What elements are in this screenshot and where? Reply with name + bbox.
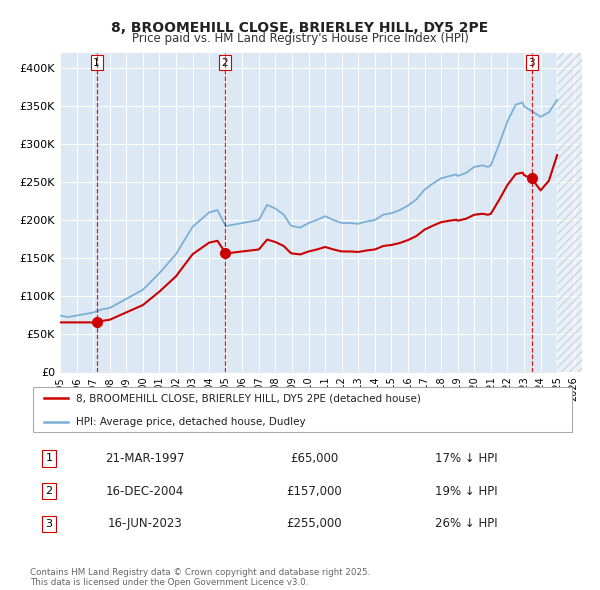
Text: 8, BROOMEHILL CLOSE, BRIERLEY HILL, DY5 2PE: 8, BROOMEHILL CLOSE, BRIERLEY HILL, DY5 … [112,21,488,35]
Text: 3: 3 [46,519,53,529]
Text: £255,000: £255,000 [286,517,342,530]
Text: 2: 2 [46,486,53,496]
Text: 16-DEC-2004: 16-DEC-2004 [106,484,184,498]
Text: 8, BROOMEHILL CLOSE, BRIERLEY HILL, DY5 2PE (detached house): 8, BROOMEHILL CLOSE, BRIERLEY HILL, DY5 … [76,394,421,404]
Bar [557,53,582,372]
Text: 16-JUN-2023: 16-JUN-2023 [107,517,182,530]
Bar [557,53,582,372]
Text: 3: 3 [529,58,535,68]
Text: 2: 2 [222,58,229,68]
Text: 1: 1 [46,454,53,463]
Text: 26% ↓ HPI: 26% ↓ HPI [436,517,498,530]
Text: Contains HM Land Registry data © Crown copyright and database right 2025.
This d: Contains HM Land Registry data © Crown c… [30,568,370,587]
Text: 1: 1 [94,58,100,68]
Text: £65,000: £65,000 [290,452,338,465]
Text: HPI: Average price, detached house, Dudley: HPI: Average price, detached house, Dudl… [76,417,306,427]
Text: 21-MAR-1997: 21-MAR-1997 [105,452,184,465]
Text: £157,000: £157,000 [286,484,342,498]
FancyBboxPatch shape [33,386,572,432]
Text: Price paid vs. HM Land Registry's House Price Index (HPI): Price paid vs. HM Land Registry's House … [131,32,469,45]
Text: 17% ↓ HPI: 17% ↓ HPI [436,452,498,465]
Text: 19% ↓ HPI: 19% ↓ HPI [436,484,498,498]
